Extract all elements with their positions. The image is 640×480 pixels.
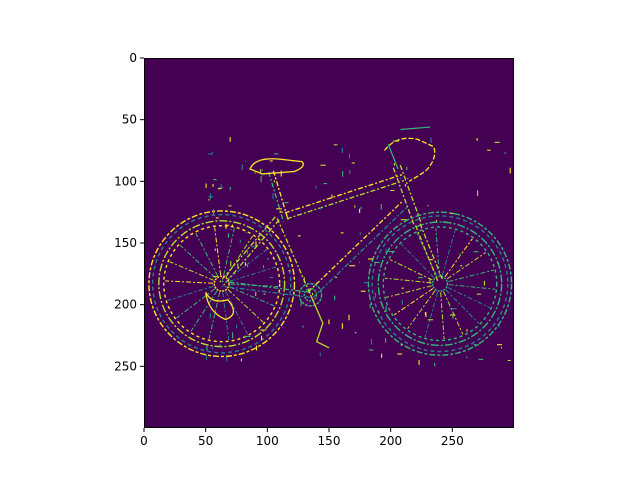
spoke-edge [229, 286, 275, 307]
seat-post-edge [268, 171, 285, 222]
y-tick-label: 100 [114, 174, 137, 188]
x-axis: 0 50 100 150 200 250 [140, 428, 464, 448]
spoke-edge [441, 230, 456, 276]
front-wheel-edge [382, 226, 498, 342]
seat-tube-edge [276, 218, 312, 296]
rear-wheel-edge [151, 213, 292, 354]
spoke-edge [435, 228, 440, 276]
front-wheel-edge [377, 221, 503, 347]
spoke-edge [208, 292, 221, 340]
spoke-edge [169, 261, 214, 281]
spoke-edge [440, 292, 445, 340]
spoke-edge [165, 280, 214, 284]
top-tube-edge [286, 179, 405, 220]
chain-stay-edge [221, 285, 311, 298]
spoke-edge [229, 266, 277, 282]
spoke-edge [445, 289, 480, 324]
seat-stay-edge [223, 219, 280, 286]
derailleur-edge [205, 292, 235, 321]
spoke-edge [225, 291, 249, 335]
top-tube-edge [284, 174, 403, 214]
handlebar-edge [387, 126, 431, 170]
x-tick-label: 0 [140, 434, 148, 448]
spoke-edge [190, 290, 218, 332]
spoke-edge [407, 290, 436, 330]
y-tick-label: 250 [114, 359, 137, 373]
rear-wheel-edge [158, 220, 286, 348]
spoke-edge [424, 291, 439, 338]
x-tick-label: 150 [318, 434, 341, 448]
head-tube-edge [399, 165, 422, 224]
saddle-edge [249, 158, 304, 175]
chain-stay-edge [221, 280, 311, 293]
spoke-edge [176, 288, 216, 319]
spoke-edge [444, 238, 473, 277]
y-tick-label: 200 [114, 298, 137, 312]
axes-frame [144, 58, 514, 428]
spoke-edge [179, 244, 216, 279]
head-tube-edge [392, 167, 415, 226]
spoke-edge [448, 284, 496, 290]
spoke-edge [384, 277, 432, 284]
hub-edge [431, 275, 449, 292]
spoke-edge [195, 232, 219, 277]
seat-post-edge [272, 170, 289, 221]
bicycle-edge-map [148, 126, 513, 367]
y-tick-label: 150 [114, 236, 137, 250]
spoke-edge [447, 286, 491, 309]
x-tick-label: 50 [198, 434, 213, 448]
spoke-edge [443, 291, 464, 335]
x-tick-label: 200 [379, 434, 402, 448]
spoke-edge [228, 249, 268, 279]
spoke-edge [448, 269, 494, 283]
chainring-edge [303, 287, 318, 302]
x-tick-label: 100 [256, 434, 279, 448]
fork-edge [414, 225, 439, 282]
y-tick-label: 50 [122, 113, 137, 127]
x-tick-label: 250 [441, 434, 464, 448]
chainring-edge [298, 282, 323, 307]
spoke-edge [400, 243, 435, 278]
spoke-edge [167, 285, 214, 301]
fork-edge [419, 223, 443, 280]
spoke-edge [223, 228, 235, 276]
spoke-edge [214, 227, 222, 276]
seat-stay-edge [219, 216, 276, 283]
pedal-edge [309, 294, 330, 349]
y-tick-label: 0 [129, 51, 137, 65]
hub-edge [213, 275, 230, 292]
front-wheel-edge [367, 211, 513, 356]
spoke-edge [446, 252, 487, 280]
spoke-edge [386, 285, 432, 298]
spoke-edge [389, 259, 433, 281]
rear-wheel-edge [148, 210, 296, 358]
y-axis: 0 50 100 150 200 250 [114, 51, 144, 373]
spoke-edge [227, 289, 264, 323]
spoke-edge [393, 288, 434, 316]
image-background [144, 58, 514, 428]
rear-wheel-edge [163, 225, 281, 343]
front-wheel-edge [371, 215, 509, 353]
